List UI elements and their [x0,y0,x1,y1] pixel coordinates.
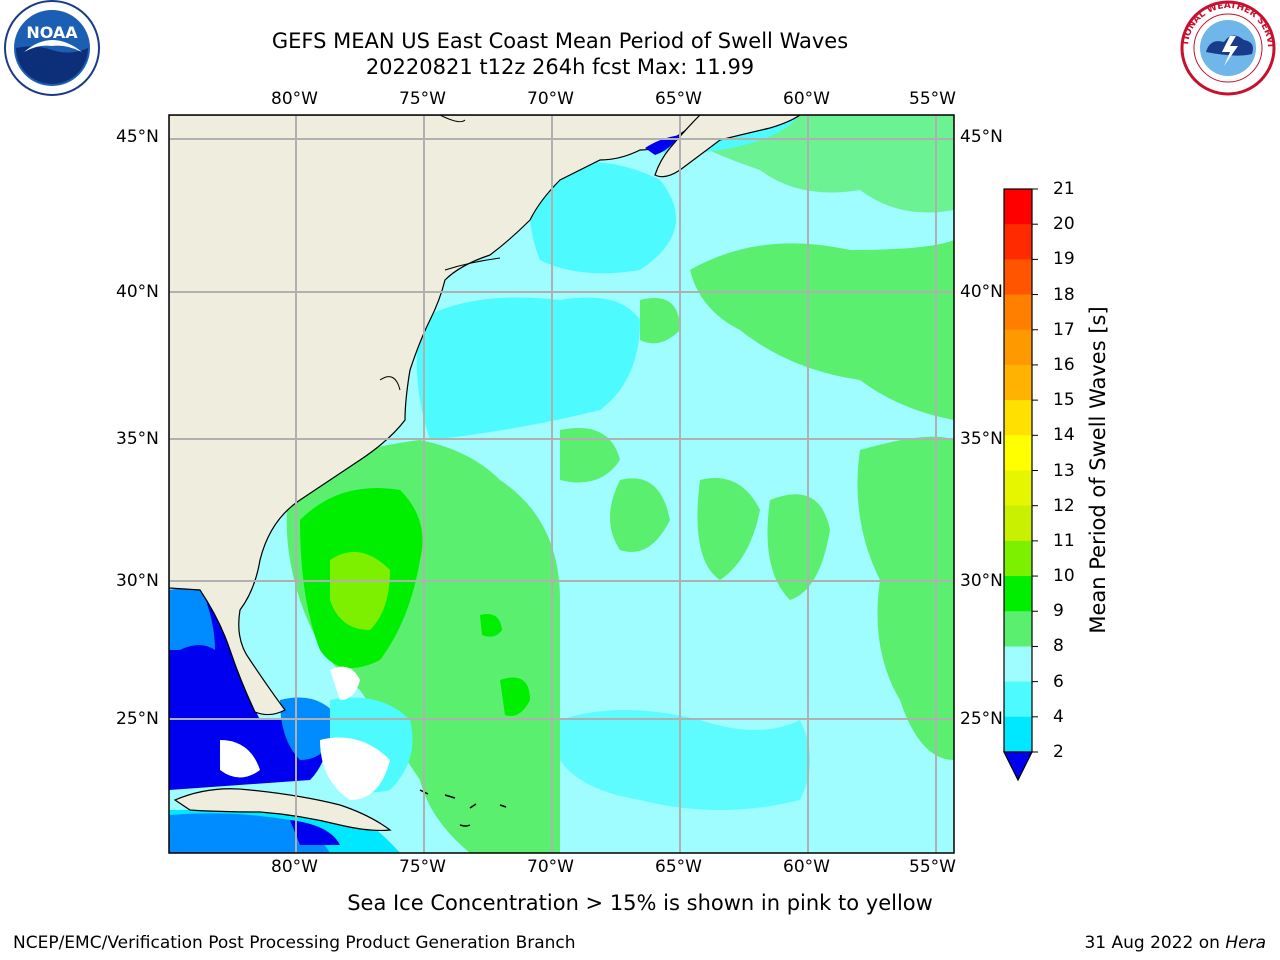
colorbar-tick-label: 6 [1053,671,1064,692]
chart-title: GEFS MEAN US East Coast Mean Period of S… [271,29,849,53]
colorbar-segment [1004,189,1032,225]
lon-label-bottom: 65°W [655,857,702,877]
sea-ice-note: Sea Ice Concentration > 15% is shown in … [347,891,933,915]
colorbar-tick-label: 13 [1053,460,1075,481]
footer-date: 31 Aug 2022 on [1084,933,1226,953]
colorbar-tick-label: 10 [1053,566,1075,587]
colorbar-under-triangle [1003,751,1033,782]
colorbar-tick-label: 11 [1053,530,1075,551]
lat-label-left: 45°N [116,127,159,147]
noaa-logo: NOAA [4,0,100,96]
colorbar-segment [1004,224,1032,260]
colorbar-tick-label: 12 [1053,495,1075,516]
lon-label-bottom: 80°W [271,857,318,877]
colorbar-tick-label: 20 [1053,214,1075,235]
colorbar-tick-label: 14 [1053,425,1075,446]
lat-label-right: 25°N [960,709,1003,729]
lon-label-bottom: 60°W [783,857,830,877]
lon-label-top: 60°W [783,89,830,109]
colorbar-segment [1004,364,1032,401]
colorbar-segment [1004,505,1032,542]
colorbar [1004,188,1038,753]
nws-logo: NATIONAL WEATHER SERVICE [1176,0,1276,96]
colorbar-segment [1004,611,1032,647]
colorbar-segment [1004,259,1032,296]
colorbar-tick-label: 17 [1053,319,1075,340]
lon-label-top: 55°W [909,89,956,109]
lat-label-right: 40°N [960,282,1003,302]
lat-label-right: 35°N [960,429,1003,449]
north-america-land [169,115,701,716]
lon-label-top: 80°W [271,89,318,109]
lat-label-right: 30°N [960,571,1003,591]
colorbar-tick-label: 16 [1053,354,1075,375]
map-gridlines [169,115,954,853]
colorbar-segment [1004,470,1032,507]
colorbar-title: Mean Period of Swell Waves [s] [1086,306,1110,634]
lon-label-bottom: 75°W [399,857,446,877]
colorbar-tick-label: 15 [1053,390,1075,411]
lat-label-left: 30°N [116,571,159,591]
colorbar-segment [1004,576,1032,612]
colorbar-tick-label: 4 [1053,706,1064,727]
colorbar-segment [1004,435,1032,471]
chart-subtitle: 20220821 t12z 264h fcst Max: 11.99 [365,55,755,79]
lat-label-left: 40°N [116,282,159,302]
map-plot-area [169,115,954,853]
colorbar-tick-label: 19 [1053,249,1075,270]
lon-label-top: 75°W [399,89,446,109]
footer-machine: Hera [1225,933,1266,953]
colorbar-tick-label: 2 [1053,742,1064,762]
cuba-land [173,788,392,832]
lon-label-bottom: 55°W [909,857,956,877]
colorbar-tick-label: 8 [1053,636,1064,657]
colorbar-segment [1004,400,1032,436]
colorbar-tick-label: 21 [1053,179,1075,199]
colorbar-tick-label: 9 [1053,601,1064,622]
colorbar-segment [1004,681,1032,718]
colorbar-segment [1004,540,1032,577]
lat-label-left: 35°N [116,429,159,449]
colorbar-segment [1004,329,1032,366]
colorbar-segment [1004,646,1032,683]
swell-period-9-10-field [560,115,954,760]
footer-right: 31 Aug 2022 on Hera [1084,933,1266,953]
lon-label-top: 70°W [527,89,574,109]
lat-label-left: 25°N [116,709,159,729]
colorbar-segment [1004,294,1032,331]
lon-label-top: 65°W [655,89,702,109]
colorbar-tick-label: 18 [1053,284,1075,305]
svg-text:NOAA: NOAA [26,23,78,42]
footer-left: NCEP/EMC/Verification Post Processing Pr… [13,933,576,953]
lat-label-right: 45°N [960,127,1003,147]
lon-label-bottom: 70°W [527,857,574,877]
colorbar-segment [1004,716,1032,753]
